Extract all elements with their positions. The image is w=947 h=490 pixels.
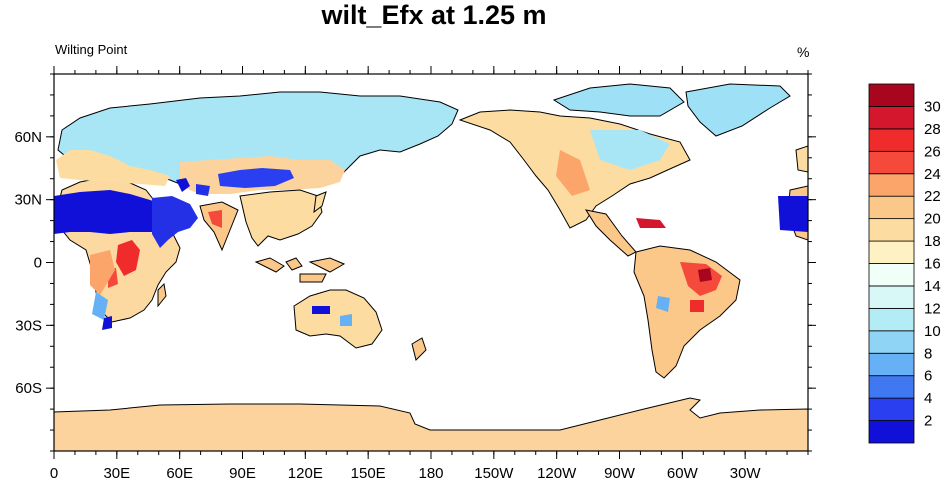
colorbar-box — [868, 307, 915, 332]
region-australia — [293, 289, 383, 349]
x-tick-label: 180 — [418, 465, 443, 482]
region-greenland — [685, 83, 791, 137]
colorbar-box — [868, 128, 915, 152]
colorbar-box — [868, 420, 915, 444]
colorbar-box — [868, 240, 915, 264]
region-arabia — [152, 196, 198, 248]
x-tick-label: 120W — [537, 465, 577, 482]
x-tick-label: 150W — [474, 465, 514, 482]
colorbar-label: 20 — [924, 211, 941, 228]
region-antarctica — [54, 397, 808, 451]
y-tick-label: 60S — [15, 380, 42, 397]
x-tick-label: 60E — [166, 465, 193, 482]
land-fields — [54, 83, 808, 451]
y-tick-label: 30N — [14, 192, 42, 209]
colorbar-box — [868, 263, 915, 287]
colorbar-label: 16 — [924, 256, 941, 273]
colorbar-label: 18 — [924, 233, 941, 250]
colorbar-box — [868, 83, 915, 107]
colorbar-label: 30 — [924, 98, 941, 115]
colorbar-label: 8 — [924, 345, 932, 362]
map-title: wilt_Efx at 1.25 m — [321, 0, 547, 30]
y-tick-label: 30S — [15, 317, 42, 334]
colorbar-box — [868, 397, 915, 421]
colorbar-box — [868, 195, 915, 220]
colorbar-box — [868, 150, 915, 175]
y-tick-label: 0 — [34, 255, 42, 272]
colorbar-box — [868, 173, 915, 197]
x-tick-label: 30W — [730, 465, 762, 482]
colorbar-box — [868, 330, 915, 354]
colorbar-box — [868, 218, 915, 242]
x-tick-label: 120E — [288, 465, 323, 482]
colorbar-box — [868, 352, 915, 377]
units-string: % — [797, 44, 810, 60]
y-tick-label: 60N — [14, 129, 42, 146]
x-tick-label: 30E — [103, 465, 130, 482]
region-sahara — [54, 190, 180, 234]
x-tick-label: 90E — [229, 465, 256, 482]
colorbar-box — [868, 285, 915, 309]
region-central-asia — [218, 168, 294, 188]
colorbar-label: 24 — [924, 166, 941, 183]
axis-ticks: 0 30E 60E 90E 120E 150E 180 150W 120W 90W 60W 30W 60… — [14, 66, 816, 482]
colorbar-label: 22 — [924, 188, 941, 205]
colorbar-label: 28 — [924, 121, 941, 138]
x-tick-label: 60W — [667, 465, 699, 482]
x-tick-label: 0 — [50, 465, 58, 482]
colorbar-label: 26 — [924, 143, 941, 160]
x-tick-label: 150E — [351, 465, 386, 482]
colorbar-label: 2 — [924, 413, 932, 430]
colorbar-box — [868, 106, 915, 130]
colorbar-label: 10 — [924, 323, 941, 340]
colorbar-label: 14 — [924, 278, 941, 295]
x-tick-label: 90W — [604, 465, 636, 482]
colorbar-box — [868, 375, 915, 399]
colorbar-label: 4 — [924, 390, 932, 407]
left-string: Wilting Point — [55, 42, 128, 57]
colorbar-label: 12 — [924, 300, 941, 317]
colorbar-label: 6 — [924, 368, 932, 385]
